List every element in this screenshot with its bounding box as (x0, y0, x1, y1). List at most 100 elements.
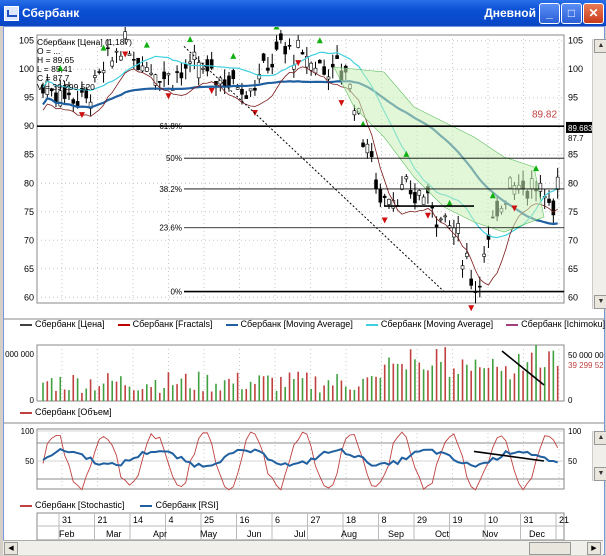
stochastic-line (42, 431, 559, 491)
month-label: Sep (388, 529, 404, 539)
candle-body (183, 64, 188, 69)
info-line: L = 85,41 (37, 64, 73, 74)
rsi-line (42, 447, 558, 469)
last-price-label: 89.82 (532, 110, 557, 121)
date-tick: 21 (559, 515, 569, 525)
candle-body (322, 66, 326, 75)
volume-last-label: 39 299 520 (568, 361, 604, 370)
candle-body (58, 90, 63, 107)
price-pane: 1051051001009595909085858080757570706565… (4, 23, 604, 320)
candle-body (257, 74, 262, 80)
candle-body (270, 63, 275, 68)
date-tick: 21 (98, 515, 108, 525)
price-tick-left: 90 (24, 121, 34, 131)
period-mode[interactable]: Дневной (484, 6, 536, 20)
osc-axis-left-50: 50 (25, 457, 34, 466)
price-tick-right: 95 (568, 93, 578, 103)
candle-body (196, 62, 201, 79)
candle-body (309, 62, 313, 71)
horizontal-scrollbar[interactable]: ◀ ▶ (3, 540, 603, 555)
candle-body (551, 200, 556, 216)
osc-legend-item: Сбербанк [RSI] (140, 500, 218, 510)
price-tick-left: 75 (24, 207, 34, 217)
osc-legend: Сбербанк [Stochastic] Сбербанк [RSI] (20, 500, 234, 510)
fractal-marker (295, 60, 302, 67)
close-button[interactable]: ✕ (583, 3, 604, 24)
candle-body (287, 44, 292, 47)
osc-frame (36, 428, 565, 490)
price-scrollbar[interactable]: ▲ ▼ (592, 39, 606, 309)
osc-scrollbar[interactable]: ▲ ▼ (592, 431, 606, 481)
candle-body (162, 71, 166, 80)
osc-axis-left-100: 100 (21, 427, 35, 436)
legend-label: Сбербанк [Stochastic] (35, 500, 125, 510)
month-label: Oct (435, 529, 450, 539)
title-bar: Сбербанк Дневной _ □ ✕ (0, 0, 606, 26)
maximize-button[interactable]: □ (561, 3, 582, 24)
legend-label: Сбербанк [Цена] (35, 319, 105, 329)
candle-body (439, 218, 443, 221)
candle-body (404, 176, 409, 180)
ichimoku-cloud (333, 66, 545, 233)
month-label: Aug (341, 529, 357, 539)
minimize-button[interactable]: _ (539, 3, 560, 24)
candle-body (378, 189, 383, 203)
osc-scroll-down-icon[interactable]: ▼ (594, 467, 606, 481)
price-legend-item: Сбербанк [Moving Average] (225, 319, 353, 329)
fractal-marker (208, 88, 215, 95)
scroll-thumb[interactable] (529, 542, 571, 555)
price-tick-left: 100 (19, 64, 34, 74)
info-line: V = 39 299 520 (37, 82, 95, 92)
candle-body (456, 223, 461, 234)
price-tick-right: 80 (568, 178, 578, 188)
month-label: Nov (482, 529, 499, 539)
volume-legend-label: Сбербанк [Объем] (35, 407, 112, 417)
candle-body (132, 58, 136, 61)
date-tick: 29 (417, 515, 427, 525)
candle-body (106, 47, 110, 50)
price-below-label: 87.7 (568, 134, 584, 143)
info-line: C = 87,7 (37, 73, 70, 83)
price-tick-right: 75 (568, 207, 578, 217)
legend-swatch (20, 504, 32, 507)
volume-legend-swatch (20, 411, 32, 414)
volume-axis-right-top: 50 000 000 (568, 351, 604, 360)
candle-body (305, 55, 309, 68)
trend-line (183, 46, 445, 292)
osc-scroll-up-icon[interactable]: ▲ (594, 431, 606, 445)
ichimoku-line (42, 66, 558, 286)
candle-body (413, 192, 417, 204)
price-box (566, 121, 596, 133)
candle-body (153, 74, 158, 86)
price-tick-right: 60 (568, 292, 578, 302)
fractal-marker (468, 305, 475, 312)
date-tick: 8 (382, 515, 387, 525)
candle-body (231, 70, 236, 80)
fractal-marker (360, 120, 367, 127)
candle-body (209, 59, 214, 69)
candle-body (157, 81, 162, 83)
chart-canvas[interactable]: 1051051001009595909085858080757570706565… (4, 23, 606, 554)
price-legend-item: Сбербанк [Moving Average] (365, 319, 493, 329)
scroll-down-icon[interactable]: ▼ (594, 295, 606, 309)
scroll-right-icon[interactable]: ▶ (587, 542, 601, 555)
scroll-left-icon[interactable]: ◀ (4, 542, 18, 555)
candle-body (80, 88, 84, 93)
scroll-up-icon[interactable]: ▲ (594, 39, 606, 53)
volume-axis-bottom: 0 (30, 396, 35, 405)
price-tick-right: 100 (568, 64, 583, 74)
month-label: Jun (247, 529, 262, 539)
info-line: H = 89,65 (37, 55, 75, 65)
fractal-marker (533, 165, 540, 172)
price-tick-left: 70 (24, 235, 34, 245)
candle-body (482, 253, 486, 257)
chart-client-area: 1051051001009595909085858080757570706565… (3, 23, 606, 555)
legend-label: Сбербанк [RSI] (155, 500, 219, 510)
candle-body (296, 39, 300, 48)
candle-body (274, 41, 279, 50)
date-tick: 31 (62, 515, 72, 525)
candle-body (408, 190, 413, 195)
candle-body (140, 65, 145, 72)
candle-body (443, 215, 448, 218)
